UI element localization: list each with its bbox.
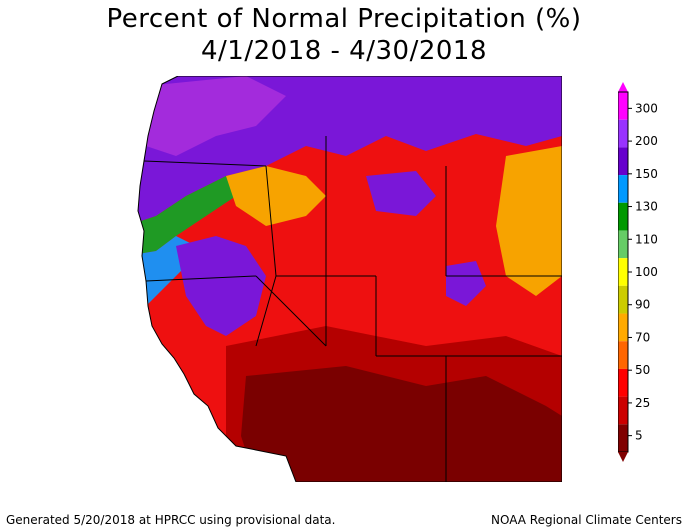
legend-label: 100 (635, 265, 658, 279)
map-date-range: 4/1/2018 - 4/30/2018 (201, 36, 487, 66)
precip-region-north-violet (146, 76, 286, 156)
precipitation-map (137, 76, 562, 482)
legend-swatch (618, 92, 628, 120)
map-title: Percent of Normal Precipitation (%) (106, 4, 582, 34)
legend-label: 200 (635, 134, 658, 148)
legend-swatch (618, 396, 628, 425)
footer-source: NOAA Regional Climate Centers (491, 513, 682, 527)
legend-label: 50 (635, 363, 650, 377)
legend-swatch (618, 313, 628, 342)
legend-swatch (618, 202, 628, 231)
coastline-outline (137, 76, 562, 482)
legend-label: 110 (635, 232, 658, 246)
legend-swatch (618, 341, 628, 369)
precip-region-orange-center (226, 166, 326, 226)
legend-swatch (618, 230, 628, 259)
legend-swatch (618, 285, 628, 314)
legend-top-arrow (618, 82, 628, 92)
legend-swatch (618, 258, 628, 286)
legend-swatch (618, 424, 628, 452)
legend-swatch (618, 119, 628, 148)
state-borders (143, 136, 562, 482)
precip-region-orange-east (496, 146, 562, 296)
legend-label: 130 (635, 200, 658, 214)
legend-label: 5 (635, 429, 643, 443)
precip-region-co-purple (446, 261, 486, 306)
legend-swatch (618, 175, 628, 203)
legend-label: 25 (635, 396, 650, 410)
legend-label: 70 (635, 330, 650, 344)
legend-bottom-arrow (618, 452, 628, 462)
precipitation-legend: 300 200 150 130 110 100 90 70 50 25 5 (618, 82, 658, 462)
legend-label: 150 (635, 167, 658, 181)
legend-label: 300 (635, 101, 658, 115)
precip-region-wy-purple (366, 171, 436, 216)
legend-swatch (618, 147, 628, 176)
precip-region-sierra-purple (176, 236, 266, 336)
footer-generated-note: Generated 5/20/2018 at HPRCC using provi… (6, 513, 336, 527)
precip-region-maroon-sw (241, 366, 562, 482)
legend-swatch (618, 368, 628, 397)
precip-region-green-band (138, 176, 236, 256)
legend-label: 90 (635, 298, 650, 312)
